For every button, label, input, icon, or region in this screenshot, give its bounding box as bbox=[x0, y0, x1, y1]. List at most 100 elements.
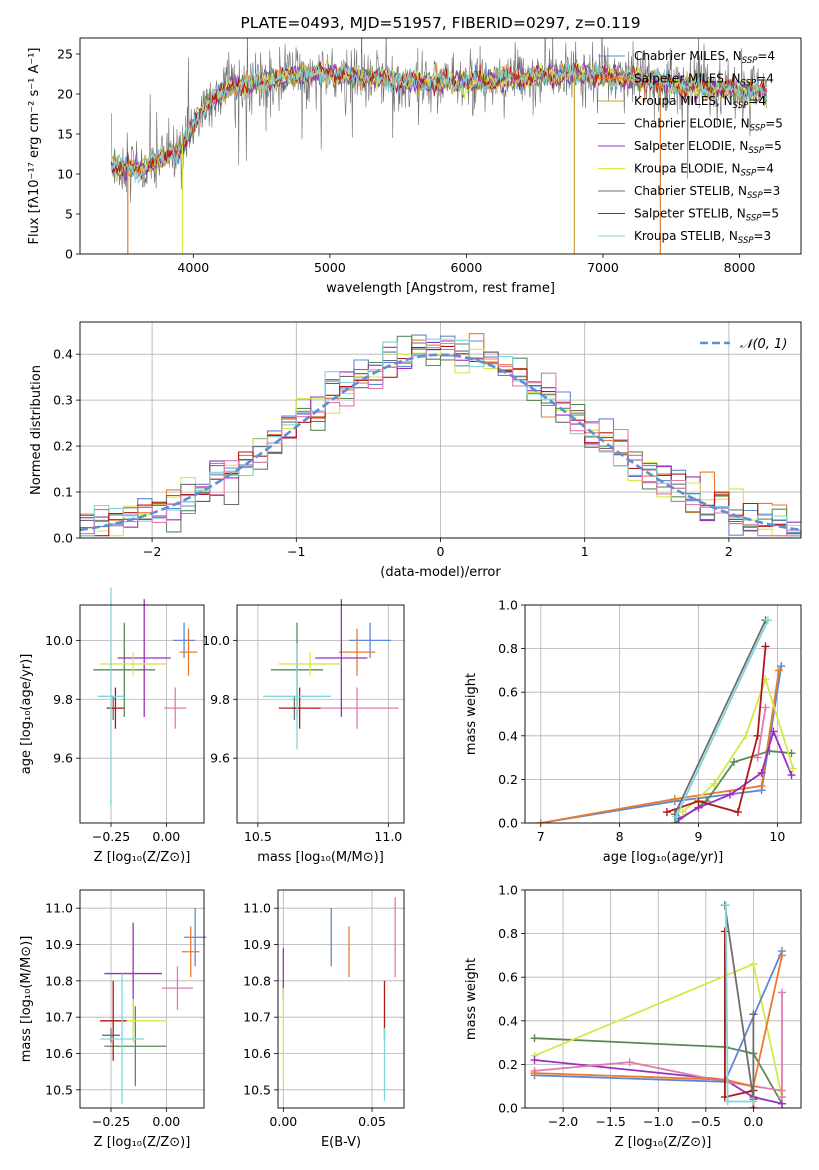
axes-frame bbox=[79, 37, 802, 255]
legend-entry: Kroupa ELODIE, NSSP=4 bbox=[634, 162, 774, 179]
y-axis-label: Flux [fλ10⁻¹⁷ erg cm⁻² s⁻¹ A⁻¹] bbox=[27, 48, 42, 245]
data-marker bbox=[749, 1010, 758, 1019]
legend-entry: Salpeter ELODIE, NSSP=5 bbox=[634, 139, 782, 156]
y-tick-label: 10.6 bbox=[45, 1046, 73, 1061]
y-tick-label: 5 bbox=[65, 207, 73, 222]
mass-weight-line bbox=[756, 707, 767, 758]
x-tick-label: 8000 bbox=[724, 260, 756, 275]
histogram-series bbox=[80, 335, 801, 535]
x-tick-label: 0.05 bbox=[358, 1114, 386, 1129]
x-tick-label: 6000 bbox=[451, 260, 483, 275]
y-tick-label: 9.8 bbox=[53, 692, 73, 707]
x-axis-label: Z [log₁₀(Z/Z⊙)] bbox=[94, 850, 191, 865]
data-marker bbox=[530, 1034, 539, 1043]
x-tick-label: −0.25 bbox=[92, 829, 130, 844]
data-marker bbox=[723, 1097, 732, 1106]
mass-weight-line bbox=[534, 955, 783, 1088]
data-marker bbox=[757, 781, 766, 790]
axes-frame bbox=[79, 889, 205, 1109]
data-marker bbox=[787, 771, 796, 780]
data-marker bbox=[753, 753, 762, 762]
normal-curve bbox=[79, 353, 802, 532]
y-tick-label: 0.3 bbox=[53, 393, 73, 408]
legend-entry: Chabrier MILES, NSSP=4 bbox=[634, 49, 775, 66]
y-tick-label: 0.4 bbox=[498, 728, 518, 743]
y-tick-label: 1.0 bbox=[498, 598, 518, 613]
data-marker bbox=[749, 960, 758, 969]
x-tick-label: 0.00 bbox=[152, 829, 180, 844]
x-tick-label: 0.00 bbox=[269, 1114, 297, 1129]
data-marker bbox=[761, 703, 770, 712]
y-tick-label: 0.0 bbox=[498, 1101, 518, 1116]
y-axis-label: mass [log₁₀(M/M⊙)] bbox=[19, 936, 34, 1063]
x-axis-label: mass [log₁₀(M/M⊙)] bbox=[257, 850, 384, 865]
x-tick-label: 7000 bbox=[587, 260, 619, 275]
y-tick-label: 0.0 bbox=[53, 531, 73, 546]
data-marker bbox=[729, 757, 738, 766]
data-marker bbox=[694, 797, 703, 806]
data-marker bbox=[536, 819, 545, 823]
y-tick-label: 25 bbox=[57, 47, 73, 62]
data-marker bbox=[733, 808, 742, 817]
y-tick-label: 10.7 bbox=[243, 1010, 271, 1025]
data-marker bbox=[670, 795, 679, 804]
y-tick-label: 10 bbox=[57, 167, 73, 182]
y-tick-label: 0.4 bbox=[53, 347, 73, 362]
data-marker bbox=[741, 731, 750, 740]
data-marker bbox=[777, 1093, 786, 1102]
y-axis-label: age [log₁₀(age/yr)] bbox=[19, 654, 34, 775]
x-tick-label: −0.5 bbox=[691, 1114, 721, 1129]
y-tick-label: 0.8 bbox=[498, 926, 518, 941]
legend-entry: Salpeter STELIB, NSSP=5 bbox=[634, 207, 779, 224]
mass-weight-line bbox=[534, 1059, 783, 1105]
legend-entry: Chabrier ELODIE, NSSP=5 bbox=[634, 117, 783, 134]
legend-entry: Kroupa STELIB, NSSP=3 bbox=[634, 229, 771, 246]
mass-weight-line bbox=[675, 619, 769, 817]
x-axis-label: Z [log₁₀(Z/Z⊙)] bbox=[94, 1135, 191, 1150]
axes-frame bbox=[524, 604, 802, 824]
y-tick-label: 0.1 bbox=[53, 485, 73, 500]
y-tick-label: 1.0 bbox=[498, 883, 518, 898]
axes-frame bbox=[236, 604, 405, 824]
data-marker bbox=[777, 988, 786, 997]
x-tick-label: 9 bbox=[695, 829, 703, 844]
y-tick-label: 10.0 bbox=[45, 633, 73, 648]
axes-frame bbox=[277, 889, 405, 1109]
data-marker bbox=[789, 764, 798, 773]
y-tick-label: 0.8 bbox=[498, 641, 518, 656]
y-tick-label: 9.6 bbox=[210, 751, 230, 766]
y-tick-label: 9.6 bbox=[53, 751, 73, 766]
data-marker bbox=[749, 1097, 758, 1106]
y-tick-label: 15 bbox=[57, 127, 73, 142]
y-tick-label: 10.6 bbox=[243, 1046, 271, 1061]
x-axis-label: age [log₁₀(age/yr)] bbox=[603, 850, 724, 865]
x-tick-label: 7 bbox=[537, 829, 545, 844]
data-marker bbox=[670, 819, 679, 823]
histogram-series bbox=[80, 342, 801, 535]
axes-frame bbox=[524, 889, 802, 1109]
legend-entry: Salpeter MILES, NSSP=4 bbox=[634, 72, 774, 89]
y-tick-label: 10.9 bbox=[45, 937, 73, 952]
y-axis-label: mass weight bbox=[464, 958, 479, 1040]
data-marker bbox=[761, 642, 770, 651]
y-tick-label: 10.9 bbox=[243, 937, 271, 952]
x-tick-label: 0.0 bbox=[743, 1114, 763, 1129]
data-marker bbox=[720, 927, 729, 936]
legend-entry: 𝒩(0, 1) bbox=[740, 337, 787, 352]
x-tick-label: 1 bbox=[581, 544, 589, 559]
data-marker bbox=[777, 951, 786, 960]
data-marker bbox=[710, 779, 719, 788]
y-tick-label: 11.0 bbox=[45, 901, 73, 916]
mass-weight-line bbox=[673, 619, 767, 815]
spectrum-line bbox=[111, 60, 768, 185]
y-tick-label: 0.2 bbox=[498, 772, 518, 787]
data-marker bbox=[625, 1058, 634, 1067]
x-tick-label: 0 bbox=[437, 544, 445, 559]
x-tick-label: 5000 bbox=[314, 260, 346, 275]
y-tick-label: 10.8 bbox=[243, 973, 271, 988]
data-marker bbox=[774, 666, 783, 675]
data-marker bbox=[678, 808, 687, 817]
x-axis-label: E(B-V) bbox=[321, 1135, 361, 1150]
data-marker bbox=[757, 768, 766, 777]
